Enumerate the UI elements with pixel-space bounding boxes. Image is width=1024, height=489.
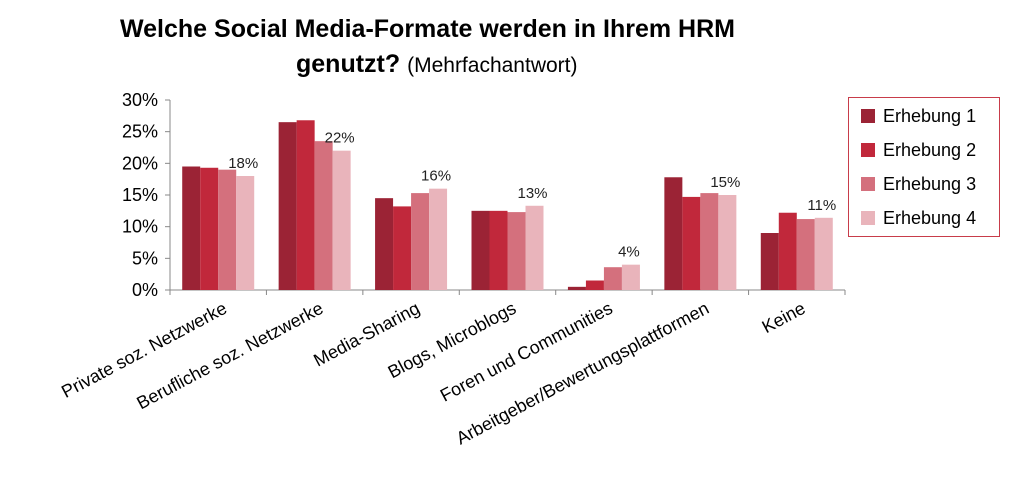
bar	[814, 217, 833, 290]
bar	[525, 205, 544, 290]
data-label: 18%	[228, 155, 258, 172]
legend-label: Erhebung 1	[883, 105, 977, 126]
bar	[393, 206, 412, 290]
bar	[718, 195, 737, 290]
data-label: 4%	[618, 244, 640, 261]
bar	[664, 177, 683, 290]
y-tick-label: 25%	[122, 122, 158, 142]
y-tick-label: 20%	[122, 153, 158, 173]
bar	[621, 264, 640, 290]
bar	[411, 193, 430, 290]
chart-legend: Erhebung 1 Erhebung 2 Erhebung 3 Erhebung 4	[848, 97, 1000, 237]
bar	[296, 120, 315, 291]
y-tick-label: 15%	[122, 185, 158, 205]
bar	[760, 233, 779, 290]
data-label: 15%	[710, 174, 740, 191]
bar	[278, 122, 297, 291]
bar	[682, 196, 701, 290]
y-tick-label: 30%	[122, 90, 158, 110]
data-label: 16%	[421, 168, 451, 185]
bar	[471, 210, 490, 290]
legend-label: Erhebung 2	[883, 139, 977, 160]
bar	[332, 150, 351, 290]
bar	[182, 166, 201, 290]
bar	[700, 193, 719, 290]
data-label: 13%	[517, 185, 547, 202]
legend-item: Erhebung 3	[861, 172, 976, 196]
legend-swatch	[861, 177, 875, 191]
x-category-label: Berufliche soz. Netzwerke	[133, 298, 326, 413]
bar	[603, 267, 622, 290]
legend-swatch	[861, 211, 875, 225]
legend-swatch	[861, 109, 875, 123]
data-label: 11%	[807, 197, 836, 214]
bar	[507, 212, 526, 290]
bar	[489, 210, 508, 290]
legend-item: Erhebung 1	[861, 104, 976, 128]
bar	[218, 169, 237, 290]
chart-title-line1: Welche Social Media-Formate werden in Ih…	[120, 15, 735, 43]
bar	[585, 280, 604, 290]
data-label: 22%	[325, 130, 355, 147]
y-tick-label: 5%	[132, 248, 158, 268]
bar	[567, 286, 586, 290]
bar	[429, 188, 448, 290]
legend-item: Erhebung 4	[861, 206, 976, 230]
legend-swatch	[861, 143, 875, 157]
chart-subtitle: (Mehrfachantwort)	[407, 54, 578, 77]
bar	[375, 198, 394, 290]
bar	[314, 141, 333, 290]
chart-title-line2: genutzt? (Mehrfachantwort)	[296, 49, 577, 81]
bar	[778, 212, 797, 290]
legend-label: Erhebung 4	[883, 207, 977, 228]
x-category-label: Private soz. Netzwerke	[58, 298, 230, 402]
y-tick-label: 10%	[122, 217, 158, 237]
legend-label: Erhebung 3	[883, 173, 977, 194]
y-tick-label: 0%	[132, 280, 158, 300]
bar	[236, 176, 255, 290]
x-category-label: Keine	[759, 298, 809, 337]
legend-item: Erhebung 2	[861, 138, 976, 162]
bar	[796, 219, 815, 290]
bar	[200, 167, 219, 290]
chart-title-line2-text: genutzt?	[296, 50, 408, 78]
x-category-label: Foren und Communities	[437, 298, 616, 406]
